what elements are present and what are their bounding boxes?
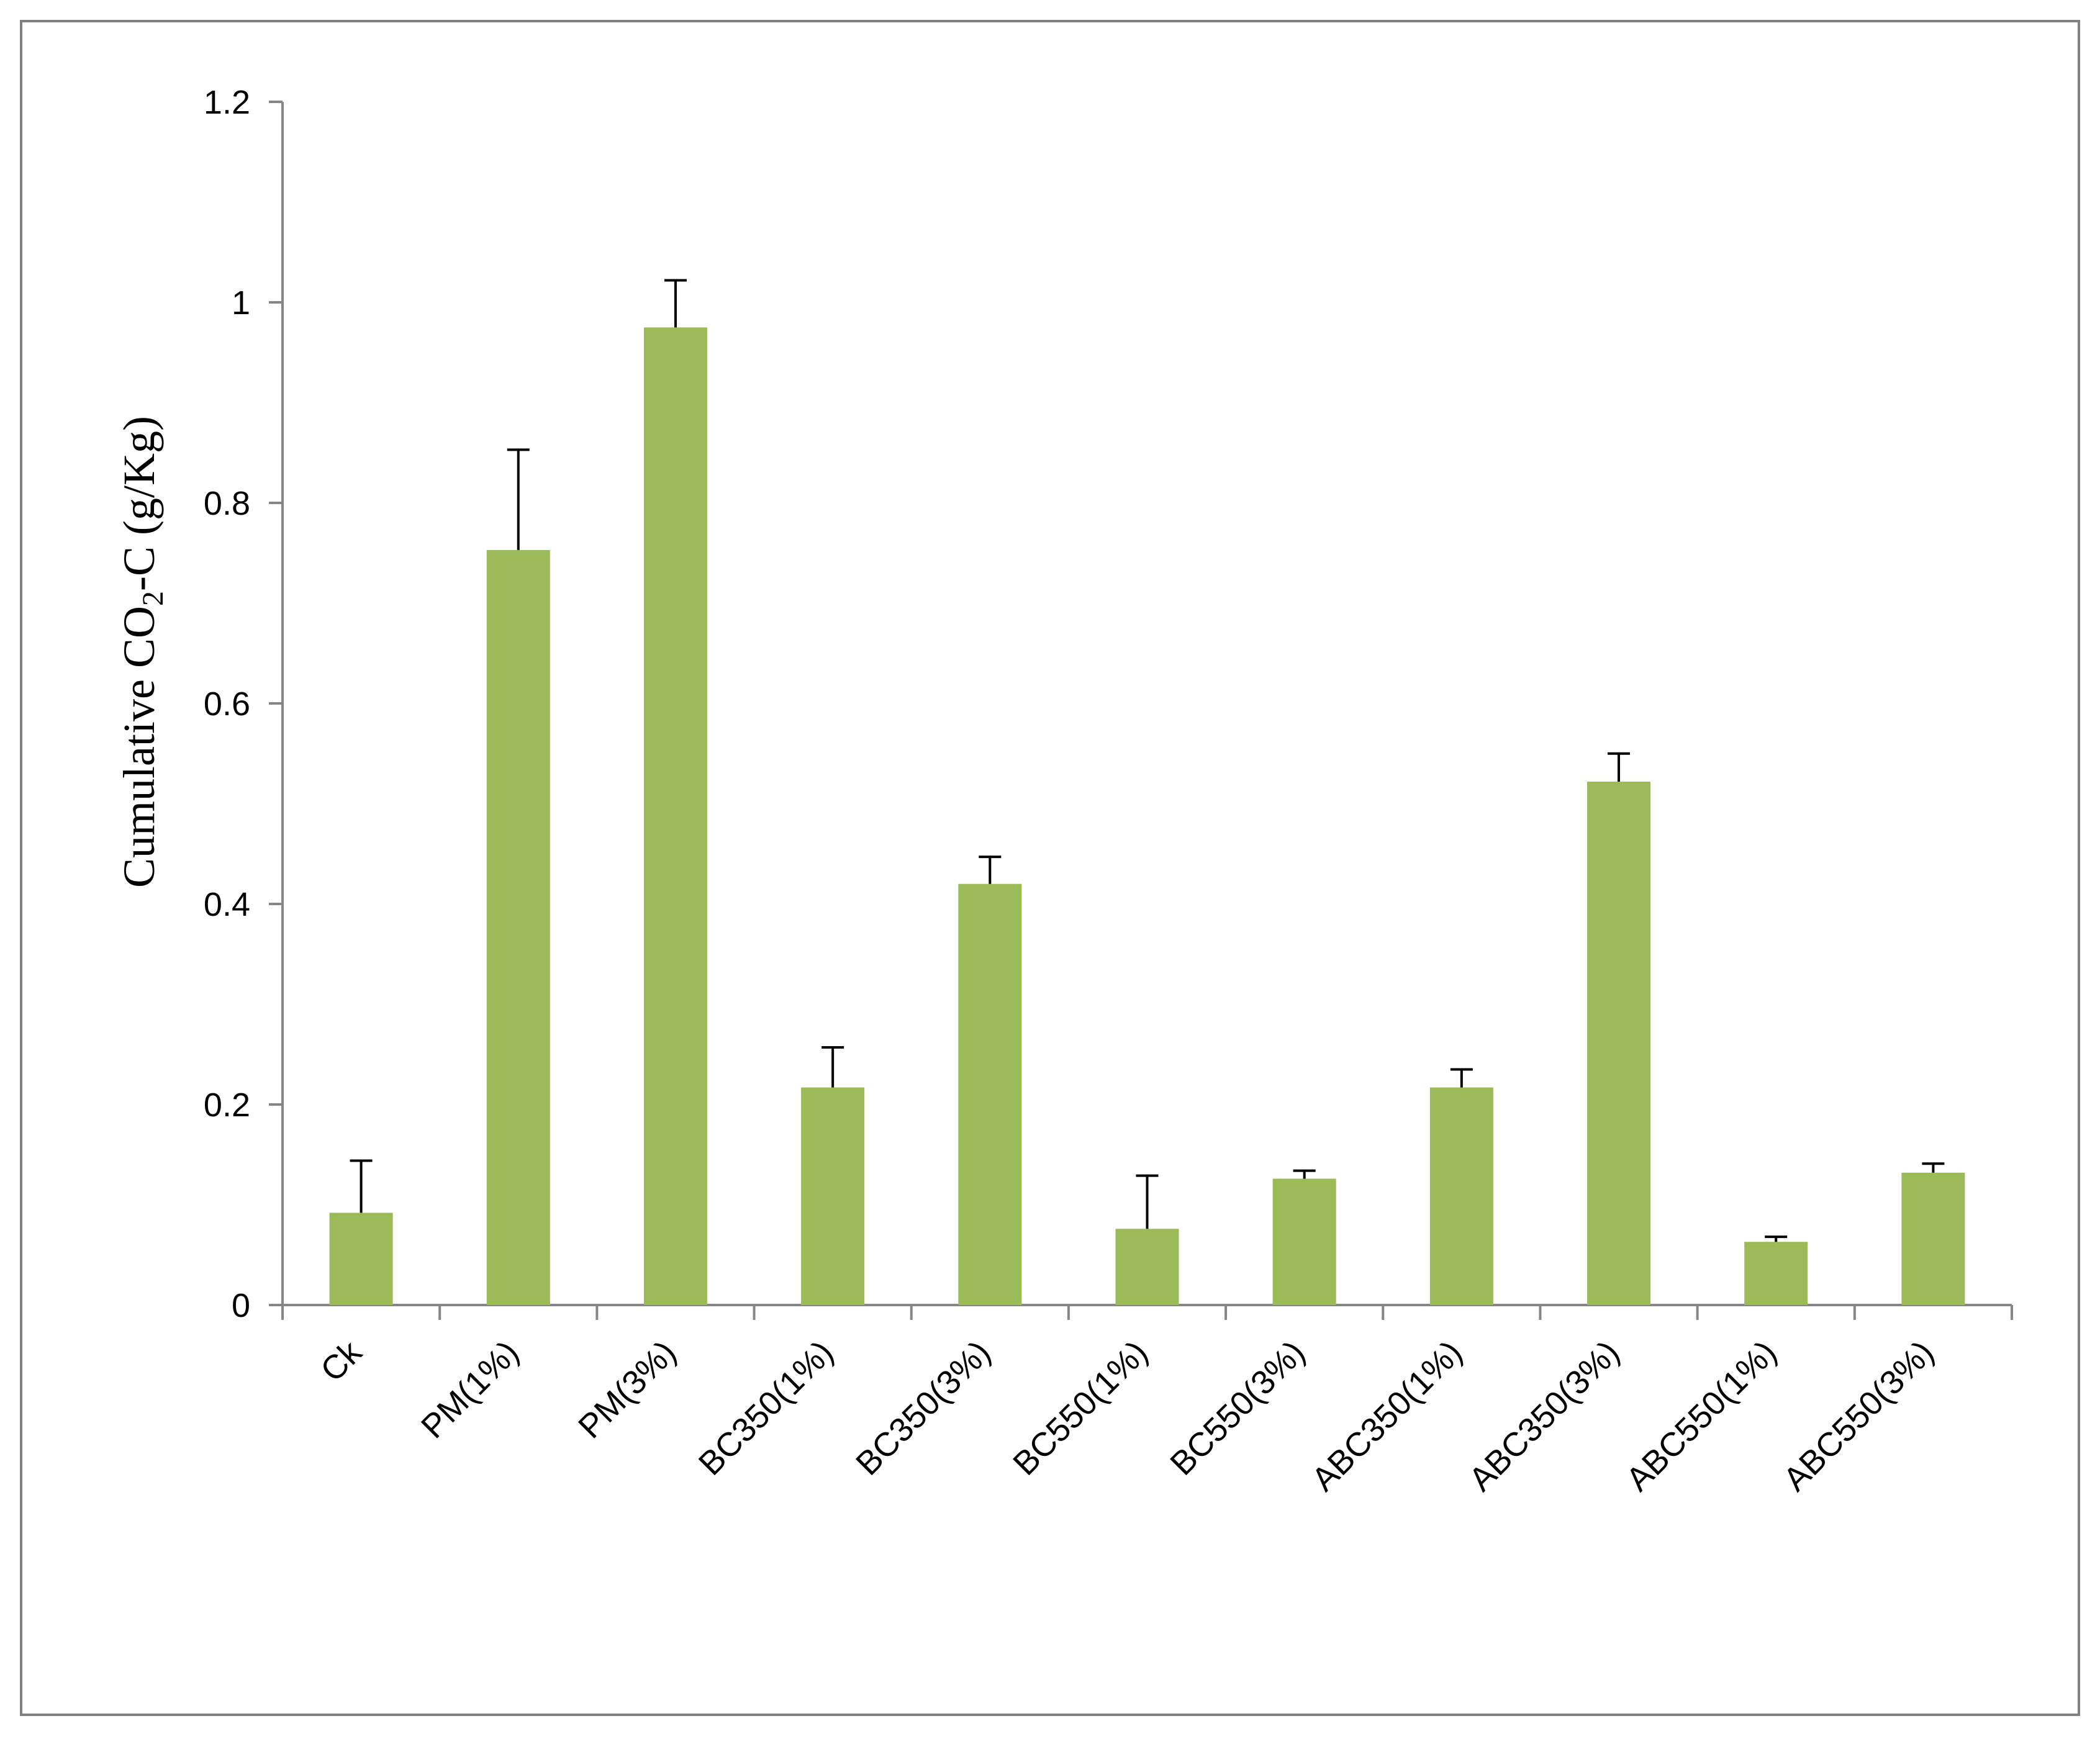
bar xyxy=(643,327,707,1305)
y-axis-title: Cumulative CO2-C (g/Kg) xyxy=(114,416,170,888)
bar xyxy=(1901,1172,1965,1305)
bar xyxy=(486,549,550,1305)
bar xyxy=(801,1087,865,1305)
y-tick-label: 0.4 xyxy=(204,886,250,923)
bars xyxy=(329,327,1965,1305)
error-bars xyxy=(350,279,1945,1242)
bar xyxy=(1744,1242,1808,1305)
y-tick-label: 0.8 xyxy=(204,485,250,522)
chart-frame xyxy=(20,20,2080,1716)
y-axis-title-prefix: Cumulative CO xyxy=(114,606,164,888)
y-tick-label: 0.6 xyxy=(204,685,250,723)
y-tick-label: 1.2 xyxy=(204,84,250,121)
y-axis-title-group: Cumulative CO2-C (g/Kg) xyxy=(114,416,170,888)
y-tick-label: 0 xyxy=(232,1287,250,1324)
y-tick-label: 1 xyxy=(232,284,250,322)
bar xyxy=(1115,1229,1179,1305)
y-tick-label: 0.2 xyxy=(204,1086,250,1124)
bar xyxy=(1587,781,1651,1305)
bar xyxy=(958,883,1022,1305)
bar xyxy=(329,1213,393,1305)
y-axis-title-suffix: -C (g/Kg) xyxy=(114,416,164,591)
bar xyxy=(1272,1178,1336,1305)
bar xyxy=(1429,1087,1493,1305)
y-axis-title-subscript: 2 xyxy=(137,591,170,606)
